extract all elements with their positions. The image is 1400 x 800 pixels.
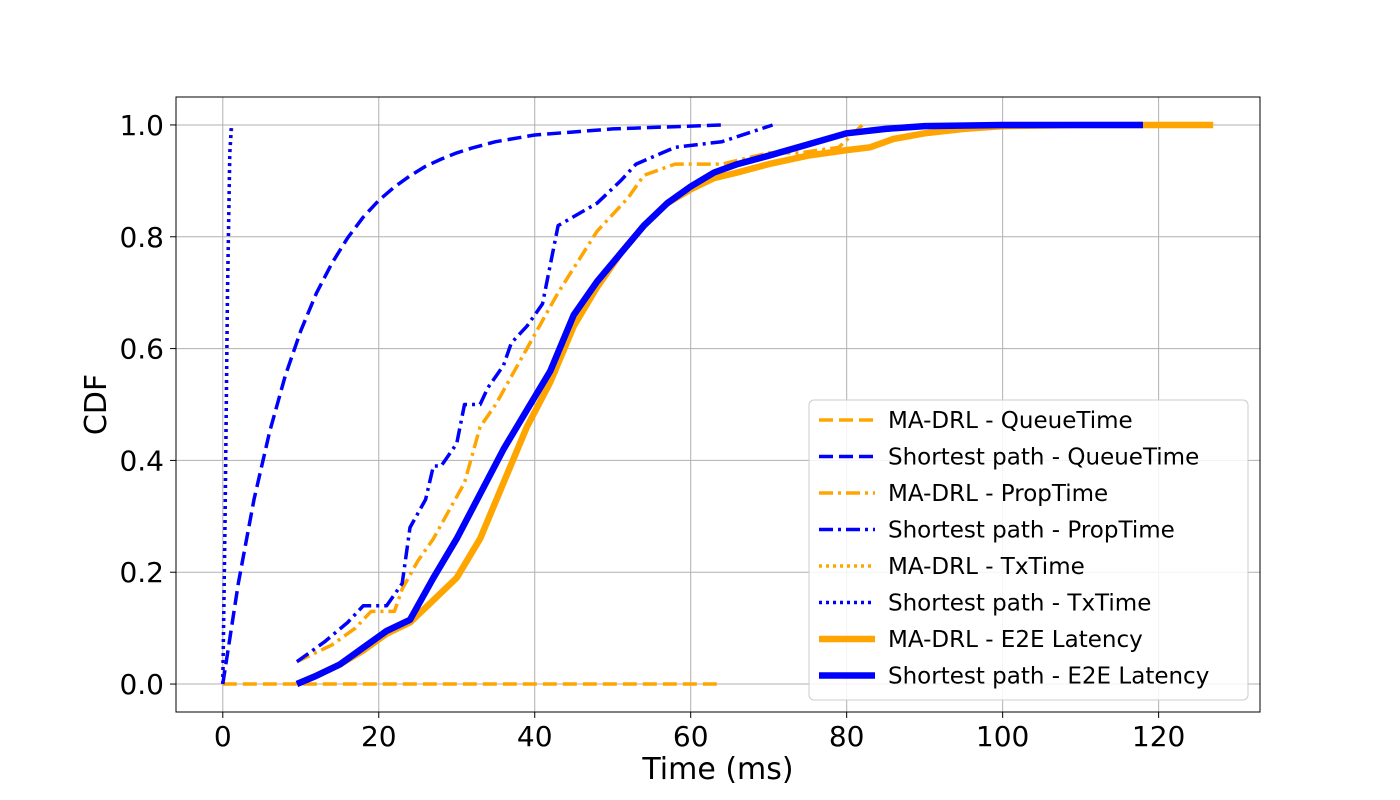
axis-ticks: 0 20 40 60 80 100 120 0.0 0.2 0.4 0.6 0.8 1.0 [119,109,1185,753]
x-tick-label: 0 [214,720,232,753]
y-tick-label: 0.4 [119,444,164,477]
y-tick-label: 0.8 [119,221,164,254]
series-line-7 [295,121,1143,687]
x-tick-label: 60 [673,720,709,753]
series-line-5 [221,124,234,685]
legend-entry-label: MA-DRL - PropTime [888,481,1108,507]
legend: MA-DRL - QueueTime Shortest path - QueueT… [808,399,1249,701]
x-tick-label: 20 [361,720,397,753]
y-tick-label: 1.0 [119,109,164,142]
series-line-2 [296,123,864,664]
legend-entry-label: Shortest path - PropTime [888,518,1175,544]
x-tick-label: 100 [976,720,1029,753]
legend-entry-label: MA-DRL - E2E Latency [888,627,1143,653]
series-lines [221,121,1214,687]
y-tick-label: 0.2 [119,556,164,589]
x-axis-label: Time (ms) [641,752,793,787]
x-tick-label: 40 [517,720,553,753]
x-tick-label: 120 [1132,720,1185,753]
legend-entry-label: MA-DRL - TxTime [888,554,1085,580]
y-tick-label: 0.6 [119,333,164,366]
x-tick-label: 80 [829,720,865,753]
legend-entry-label: Shortest path - E2E Latency [888,664,1209,690]
series-line-3 [295,123,774,664]
legend-entry-label: MA-DRL - QueueTime [888,408,1133,434]
legend-box [808,399,1249,701]
y-tick-label: 0.0 [119,668,164,701]
legend-entry-label: Shortest path - QueueTime [888,445,1199,471]
plot-frame [175,96,1261,713]
y-axis-label: CDF [79,374,114,435]
legend-entry-label: Shortest path - TxTime [888,591,1151,617]
